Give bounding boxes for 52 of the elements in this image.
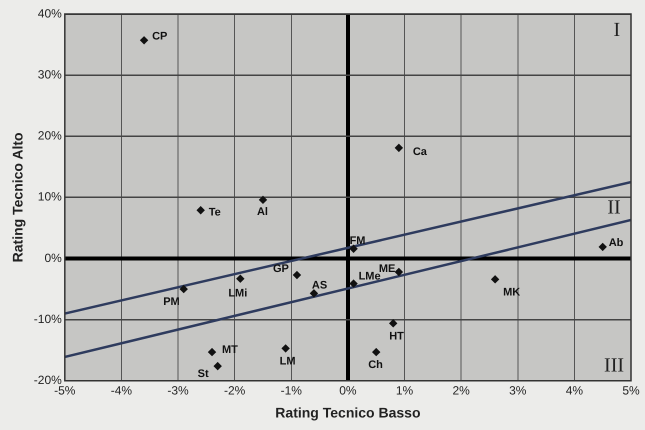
point <box>214 362 222 370</box>
point <box>292 271 301 280</box>
y-tick-label: 30% <box>38 67 62 82</box>
data-label: ME <box>378 263 396 276</box>
x-tick-label: 5% <box>622 383 640 398</box>
data-label: CP <box>152 30 168 42</box>
annotation: I <box>614 18 620 41</box>
annotation: III <box>604 354 624 376</box>
y-tick-label: -10% <box>34 312 62 326</box>
data-label: Al <box>256 206 268 218</box>
y-tick-label: 20% <box>38 128 62 143</box>
x-tick-label: 2% <box>452 383 470 398</box>
y-tick-label: 10% <box>38 190 62 204</box>
data-label: St <box>198 368 210 380</box>
data-label: Te <box>208 206 221 218</box>
point <box>394 268 403 276</box>
point <box>394 144 403 152</box>
point <box>208 348 216 356</box>
x-tick-label: 1% <box>396 383 414 398</box>
data-label: AS <box>312 279 328 292</box>
point <box>372 348 380 356</box>
x-tick-label: 0% <box>339 383 357 398</box>
point <box>389 319 398 328</box>
x-tick-label: -2% <box>224 383 246 398</box>
point <box>196 206 205 214</box>
x-tick-label: 3% <box>509 383 527 398</box>
data-label: HT <box>389 330 404 342</box>
y-tick-label: 40% <box>38 6 62 20</box>
annotation: II <box>607 196 621 219</box>
y-tick-label: 0% <box>44 250 62 265</box>
data-label: LMe <box>358 270 381 283</box>
point <box>282 344 290 352</box>
point <box>350 244 358 253</box>
point <box>598 242 607 251</box>
x-tick-label: -4% <box>110 383 132 398</box>
point <box>236 274 244 283</box>
y-axis-title: Rating Tecnico Alto <box>9 132 26 262</box>
point <box>491 275 500 284</box>
data-label: Ab <box>608 236 624 249</box>
point <box>350 280 358 288</box>
point <box>258 196 267 204</box>
data-label: GP <box>272 263 289 276</box>
data-label: Ca <box>412 146 428 158</box>
data-label: Ch <box>368 359 384 372</box>
point <box>140 36 148 44</box>
x-axis-title: Rating Tecnico Basso <box>275 404 421 420</box>
x-tick-label: 4% <box>566 383 584 398</box>
data-label: FM <box>350 234 366 247</box>
x-tick-label: -1% <box>280 383 302 398</box>
x-tick-label: -3% <box>167 383 190 398</box>
point <box>180 285 188 294</box>
point <box>310 289 318 298</box>
